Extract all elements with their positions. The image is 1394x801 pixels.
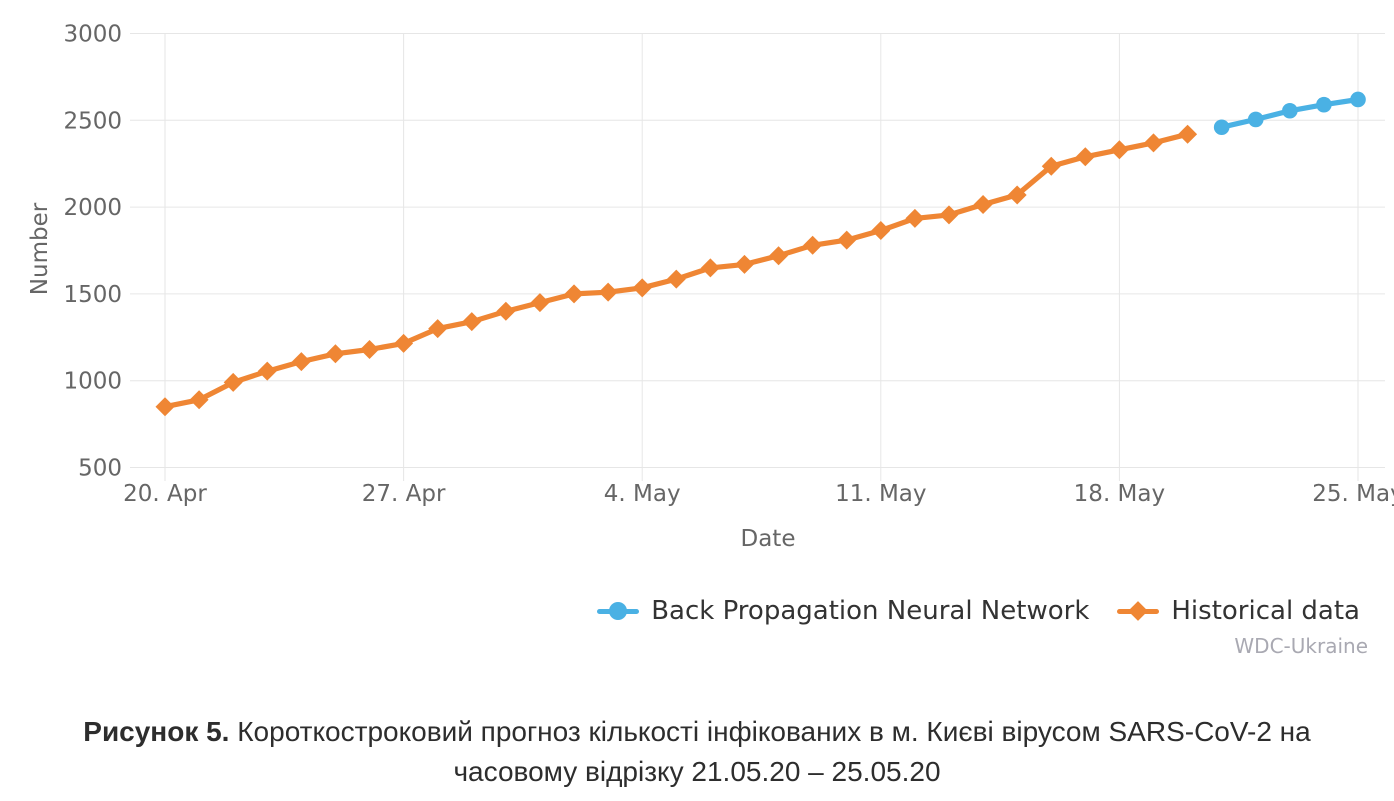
data-point-diamond: [428, 319, 448, 339]
data-point-diamond: [1041, 156, 1061, 176]
chart-legend: Back Propagation Neural Network Historic…: [597, 596, 1360, 626]
x-tick-label: 25. May: [1312, 481, 1394, 507]
data-point-diamond: [291, 352, 311, 372]
y-axis-title: Number: [27, 202, 53, 296]
data-point-circle: [1316, 96, 1332, 113]
data-point-diamond: [462, 312, 482, 332]
data-point-diamond: [973, 194, 993, 214]
data-point-diamond: [360, 339, 380, 359]
y-tick-label: 500: [78, 456, 122, 482]
data-point-diamond: [1143, 133, 1163, 153]
data-point-diamond: [837, 230, 857, 250]
data-point-circle: [1282, 102, 1298, 119]
data-point-diamond: [223, 372, 243, 392]
data-point-diamond: [1007, 185, 1027, 205]
x-tick-label: 11. May: [835, 481, 926, 507]
data-point-circle: [1213, 119, 1230, 136]
bpnn-circle-marker-icon: [597, 600, 640, 622]
data-point-diamond: [905, 208, 925, 228]
y-tick-label: 1000: [63, 369, 122, 395]
x-axis-title: Date: [740, 526, 796, 552]
y-tick-label: 2000: [63, 195, 122, 221]
data-point-diamond: [496, 301, 516, 321]
legend-label-bpnn: Back Propagation Neural Network: [651, 596, 1090, 626]
caption-figure-number: Рисунок 5.: [83, 716, 230, 747]
watermark-wdc-ukraine: WDC-Ukraine: [1234, 634, 1368, 658]
data-point-diamond: [189, 390, 209, 410]
caption-text-line1: Короткостроковий прогноз кількості інфік…: [237, 716, 1311, 747]
line-chart: 500 1000 1500 2000 2500 3000 20. Apr 27. Apr 4. …: [63, 22, 1394, 508]
y-tick-label: 2500: [63, 108, 122, 134]
data-point-diamond: [666, 269, 686, 289]
legend-item-bpnn[interactable]: Back Propagation Neural Network: [597, 596, 1089, 626]
x-tick-label: 20. Apr: [123, 481, 207, 507]
y-tick-label: 1500: [63, 282, 122, 308]
x-tick-label: 27. Apr: [362, 481, 446, 507]
caption-line-1: Рисунок 5. Короткостроковий прогноз кіль…: [0, 712, 1394, 752]
series-bpnn-forecast: [1213, 91, 1366, 136]
data-point-diamond: [325, 344, 345, 364]
data-point-diamond: [564, 284, 584, 304]
figure-caption: Рисунок 5. Короткостроковий прогноз кіль…: [0, 712, 1394, 792]
data-point-diamond: [257, 361, 277, 381]
data-point-circle: [1247, 111, 1264, 128]
data-point-diamond: [1075, 147, 1095, 167]
data-point-circle: [1350, 91, 1366, 108]
caption-line-2: часовому відрізку 21.05.20 – 25.05.20: [453, 756, 941, 787]
series-historical-data: [155, 124, 1198, 417]
y-tick-label: 3000: [63, 22, 122, 48]
data-point-diamond: [598, 282, 618, 302]
x-tick-label: 4. May: [604, 481, 681, 507]
data-point-diamond: [530, 293, 550, 313]
data-point-diamond: [871, 221, 891, 241]
data-point-diamond: [769, 246, 789, 266]
data-point-diamond: [734, 254, 754, 274]
data-point-diamond: [632, 278, 652, 298]
data-point-diamond: [939, 205, 959, 225]
data-point-diamond: [803, 235, 823, 255]
legend-label-historical: Historical data: [1171, 596, 1360, 626]
data-point-diamond: [700, 258, 720, 278]
data-point-diamond: [155, 397, 175, 417]
data-point-diamond: [1178, 124, 1198, 144]
legend-item-historical[interactable]: Historical data: [1117, 596, 1360, 626]
x-tick-label: 18. May: [1074, 481, 1165, 507]
data-point-diamond: [1109, 140, 1129, 160]
historical-diamond-marker-icon: [1117, 600, 1160, 622]
data-point-diamond: [394, 333, 414, 353]
